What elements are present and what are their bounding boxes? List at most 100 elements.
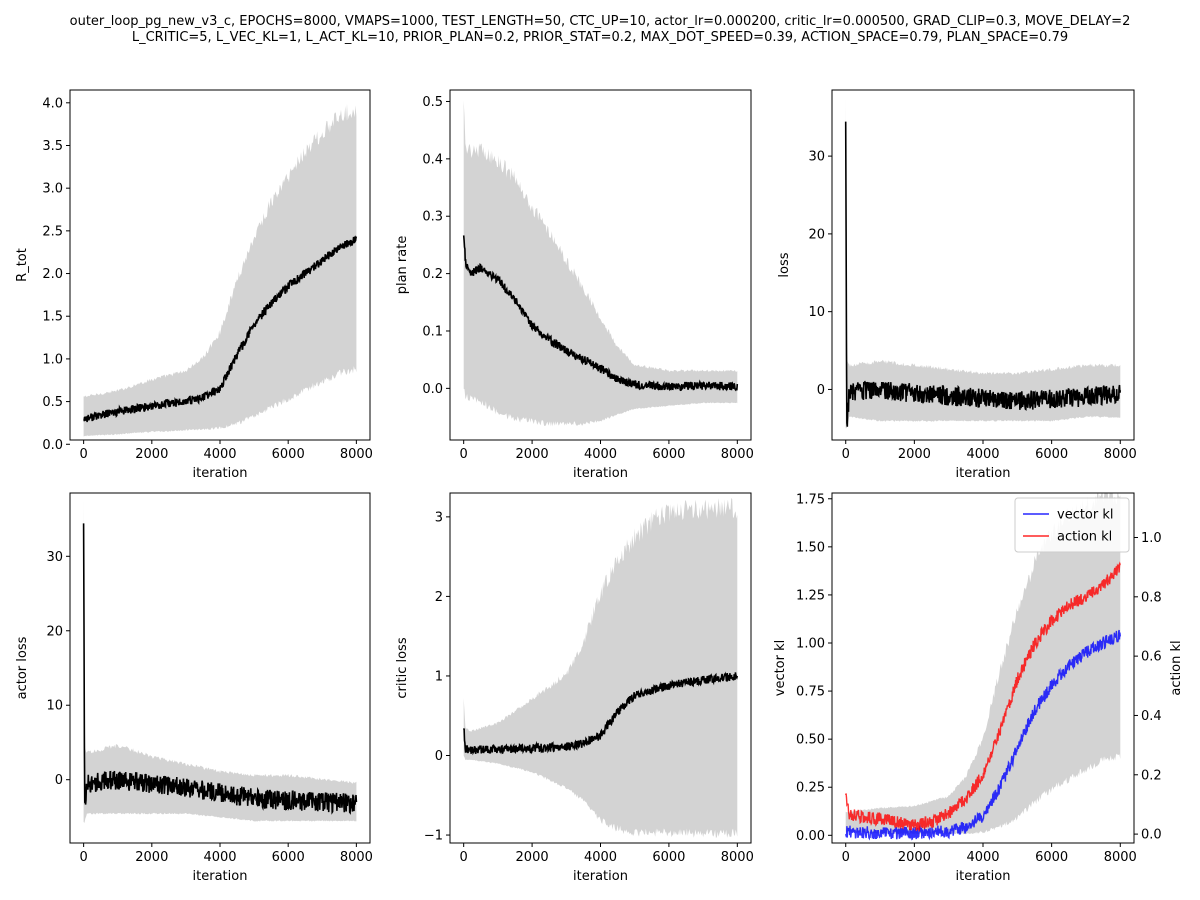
y-tick-label: 2.5: [42, 224, 63, 239]
plot-area-6: [845, 493, 1121, 841]
y-tick-label: 1.75: [796, 492, 825, 507]
x-axis-label: iteration: [193, 869, 248, 884]
y-tick-label: 20: [46, 624, 63, 639]
suptitle-line-2: L_CRITIC=5, L_VEC_KL=1, L_ACT_KL=10, PRI…: [131, 30, 1069, 45]
y-right-tick-label: 0.0: [1141, 828, 1162, 843]
x-tick-label: 8000: [721, 850, 754, 865]
subplot-1: 0 2000 4000 6000 8000 0.0 0.5 1.0 1.5 2.0 2.5 3.0 3.…: [15, 89, 373, 481]
x-tick-label: 2000: [135, 850, 168, 865]
series-line-vector-kl: [845, 629, 1121, 841]
plot-area-1: [83, 103, 358, 437]
y-tick-label: 1.50: [796, 540, 825, 555]
y-tick-label: 0.4: [422, 152, 443, 167]
x-tick-label: 6000: [652, 850, 685, 865]
y-tick-label: 1.0: [42, 352, 63, 367]
x-tick-label: 8000: [721, 447, 754, 462]
x-tick-label: 2000: [898, 447, 931, 462]
y-tick-label: 0.5: [42, 395, 63, 410]
y-tick-label: 20: [808, 227, 825, 242]
x-tick-label: 0: [842, 850, 850, 865]
x-axis-label: iteration: [573, 869, 628, 884]
x-tick-label: 0: [460, 850, 468, 865]
x-axis-label: iteration: [956, 466, 1011, 481]
y-tick-label: 1.00: [796, 637, 825, 652]
y-right-tick-label: 0.6: [1141, 650, 1162, 665]
x-tick-label: 0: [842, 447, 850, 462]
y-tick-label: 1: [435, 669, 443, 684]
std-band: [845, 493, 1121, 835]
x-tick-label: 0: [79, 850, 87, 865]
x-tick-label: 0: [460, 447, 468, 462]
x-tick-label: 4000: [966, 447, 999, 462]
subplot-4: 0 2000 4000 6000 8000 0 10 20 30 iteration actor l…: [15, 492, 373, 884]
mean-line: [462, 671, 739, 756]
y-right-tick-label: 1.0: [1141, 531, 1162, 546]
y-tick-label: 0.50: [796, 733, 825, 748]
mean-line: [83, 235, 358, 423]
x-tick-label: 8000: [1104, 850, 1137, 865]
y-axis-label: critic loss: [395, 637, 410, 698]
plot-area-5: [462, 497, 739, 838]
plot-area-2: [462, 100, 739, 427]
y-tick-label: 1.25: [796, 588, 825, 603]
x-tick-label: 2000: [135, 447, 168, 462]
x-tick-label: 4000: [584, 850, 617, 865]
std-band: [463, 100, 738, 427]
x-axis-label: iteration: [573, 466, 628, 481]
subplot-3: 0 2000 4000 6000 8000 0 10 20 30 iteration loss: [777, 89, 1137, 481]
series-line-action-kl: [845, 561, 1121, 833]
y-axis-label: vector kl: [773, 640, 788, 697]
y-tick-label: 10: [808, 305, 825, 320]
y-axis-label: actor loss: [15, 636, 30, 699]
y-tick-label: −1: [424, 829, 443, 844]
x-tick-label: 4000: [584, 447, 617, 462]
subplot-5: 0 2000 4000 6000 8000 −1 0 1 2 3 iteration critic l…: [395, 492, 754, 884]
x-tick-label: 2000: [516, 850, 549, 865]
y-tick-label: 0.5: [422, 95, 443, 110]
legend: vector kl action kl: [1014, 497, 1130, 553]
x-tick-label: 6000: [272, 850, 305, 865]
x-tick-label: 4000: [966, 850, 999, 865]
mean-line: [844, 121, 1122, 427]
y-tick-label: 2: [435, 590, 443, 605]
y-tick-label: 1.5: [42, 310, 63, 325]
x-axis-label: iteration: [956, 869, 1011, 884]
y-tick-label: 0.25: [796, 781, 825, 796]
x-tick-label: 0: [79, 447, 87, 462]
legend-label: vector kl: [1057, 508, 1114, 523]
x-tick-label: 6000: [272, 447, 305, 462]
y-tick-label: 0.75: [796, 685, 825, 700]
x-tick-label: 6000: [1035, 447, 1068, 462]
y-axis-label: R_tot: [15, 248, 30, 282]
x-tick-label: 8000: [340, 447, 373, 462]
y-tick-label: 30: [808, 150, 825, 165]
y-tick-label: 30: [46, 550, 63, 565]
y-tick-label: 3: [435, 510, 443, 525]
y-tick-label: 0.3: [422, 210, 443, 225]
figure-suptitle: outer_loop_pg_new_v3_c, EPOCHS=8000, VMA…: [0, 14, 1200, 46]
plot-area-4: [82, 499, 358, 823]
x-tick-label: 6000: [652, 447, 685, 462]
subplot-2: 0 2000 4000 6000 8000 0.0 0.1 0.2 0.3 0.4 0.5 itera…: [395, 89, 754, 481]
y-tick-label: 0: [817, 383, 825, 398]
y-tick-label: 2.0: [42, 267, 63, 282]
y-tick-label: 0: [435, 749, 443, 764]
y-tick-label: 0.2: [422, 267, 443, 282]
y-right-tick-label: 0.8: [1141, 590, 1162, 605]
subplot-6: 0 2000 4000 6000 8000 0.00 0.25 0.50 0.75 1.00 1.2…: [773, 492, 1184, 884]
std-band: [83, 499, 357, 823]
legend-box: [1014, 497, 1130, 553]
y-tick-label: 3.5: [42, 139, 63, 154]
y-axis-label: plan rate: [395, 236, 410, 295]
suptitle-line-1: outer_loop_pg_new_v3_c, EPOCHS=8000, VMA…: [69, 14, 1131, 29]
mean-line: [82, 523, 358, 815]
x-tick-label: 2000: [898, 850, 931, 865]
y-tick-label: 0.0: [422, 382, 443, 397]
y-tick-label: 0.00: [796, 829, 825, 844]
x-tick-label: 4000: [203, 447, 236, 462]
x-tick-label: 8000: [340, 850, 373, 865]
y-axis-label: loss: [777, 252, 792, 277]
y-tick-label: 0: [55, 773, 63, 788]
y-right-tick-label: 0.4: [1141, 709, 1162, 724]
